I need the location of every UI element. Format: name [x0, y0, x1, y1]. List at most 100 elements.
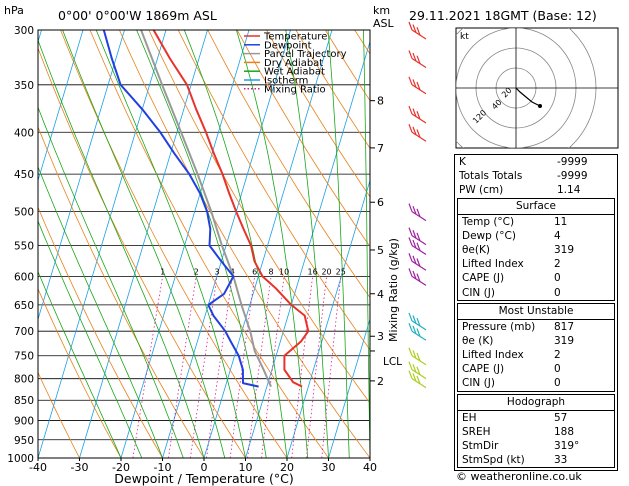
wind-barb — [408, 76, 427, 95]
wind-barb — [408, 322, 427, 341]
mixing-ratio-line — [206, 276, 233, 458]
surface-value: 319 — [554, 243, 575, 256]
wind-barb-staff — [411, 113, 427, 124]
wind-barb — [408, 237, 427, 255]
dry-adiabat-line — [89, 30, 329, 458]
surface-label: CIN (J) — [462, 286, 495, 299]
wind-barb-flag — [412, 239, 417, 249]
pressure-tick-label: 900 — [14, 416, 34, 428]
surface-value: 0 — [554, 286, 561, 299]
most-unstable-row: CAPE (J) 0 — [458, 362, 614, 376]
surface-title: Surface — [458, 199, 614, 215]
dry-adiabat-line — [119, 30, 370, 458]
mixing-ratio-line — [247, 276, 272, 458]
dry-adiabat-line — [38, 288, 122, 458]
wind-barb-flag — [416, 129, 421, 138]
wind-barb-flag — [408, 105, 413, 115]
surface-row: Lifted Index 2 — [458, 257, 614, 271]
hodograph-section: Hodograph EH 57 SREH 188 StmDir 319° StmSpd (k… — [457, 393, 615, 469]
wind-barb-flag — [416, 317, 421, 327]
index-value: -9999 — [557, 170, 588, 183]
datetime-title: 29.11.2021 18GMT (Base: 12) — [409, 8, 597, 23]
wind-barb — [408, 370, 427, 389]
hodograph-table-title: Hodograph — [458, 395, 614, 411]
hodograph-stat-label: StmDir — [462, 440, 499, 452]
isotherm-line — [79, 30, 208, 458]
wet-adiabat-line — [136, 30, 267, 458]
wind-barb — [408, 50, 427, 68]
hodograph-stat-row: StmSpd (kt) 33 — [458, 453, 614, 467]
wind-barb — [408, 312, 427, 331]
index-row: PW (cm) 1.14 — [455, 183, 617, 197]
wind-barb — [408, 105, 427, 124]
axes: 3003504004505005506006507007508008509009… — [7, 25, 402, 474]
pressure-tick-label: 800 — [14, 374, 34, 386]
wind-barb-flag — [408, 361, 413, 370]
most-unstable-label: CAPE (J) — [462, 363, 505, 376]
wind-barb-flag — [412, 205, 417, 215]
index-value: 1.14 — [557, 184, 581, 197]
wind-barb-flag — [408, 268, 413, 277]
pressure-tick-label: 750 — [14, 351, 34, 363]
hodograph-stat-value: 33 — [554, 454, 568, 467]
wind-barb-flag — [408, 124, 413, 133]
wind-barb-staff — [411, 378, 427, 389]
wind-barb-flag — [416, 232, 421, 242]
mixing-ratio-line — [321, 276, 342, 458]
wind-barb-flag — [416, 242, 421, 251]
dry-adiabat-line — [38, 125, 205, 458]
surface-row: Dewp (°C) 4 — [458, 229, 614, 243]
index-row: Totals Totals -9999 — [455, 169, 617, 183]
x-tick-label: -20 — [112, 461, 130, 474]
wind-barb-flag — [408, 253, 413, 262]
wind-barb — [408, 203, 427, 222]
isotherm-line — [286, 179, 370, 458]
legend-label: Wet Adiabat — [264, 67, 325, 78]
altitude-tick-label: 4 — [377, 288, 384, 301]
wind-barb-flag — [408, 21, 413, 31]
isotherm-line — [328, 317, 370, 458]
surface-label: Dewp (°C) — [462, 229, 516, 242]
altitude-tick-label: 3 — [377, 330, 384, 343]
wind-barb-flag — [412, 270, 417, 280]
index-value: -9999 — [557, 156, 588, 168]
hodograph-trace — [515, 87, 541, 107]
wind-barb-flag — [412, 373, 417, 382]
wet-adiabat-line — [363, 30, 370, 458]
most-unstable-label: CIN (J) — [462, 377, 495, 390]
surface-row: CAPE (J) 0 — [458, 271, 614, 285]
x-tick-label: 10 — [239, 461, 253, 474]
wind-barb-flag — [408, 76, 413, 86]
mixing-ratio-line — [261, 276, 285, 458]
dry-adiabat-line — [266, 30, 370, 198]
wind-barb-flag — [408, 347, 413, 356]
dry-adiabat-line — [295, 30, 370, 149]
hodograph-stat-label: EH — [462, 411, 477, 424]
pressure-tick-label: 600 — [14, 271, 34, 283]
wind-barb-flag — [412, 52, 417, 62]
surface-label: CAPE (J) — [462, 272, 505, 285]
wind-barb — [408, 347, 427, 366]
wind-barb-staff — [411, 330, 427, 341]
mixing-ratio-label: 1 — [160, 267, 165, 276]
hodograph-stat-label: StmSpd (kt) — [462, 454, 525, 467]
surface-section: Surface Temp (°C) 11 Dewp (°C) 4 θe(K) 319 Lif… — [457, 197, 615, 301]
wind-barb-flag — [412, 24, 417, 33]
wind-barb-flag — [408, 227, 413, 236]
wind-barb-staff — [411, 355, 427, 366]
x-tick-label: 40 — [363, 461, 377, 474]
hodograph-unit: kt — [460, 32, 469, 42]
x-axis-label: Dewpoint / Temperature (°C) — [114, 471, 293, 486]
wind-barb — [408, 253, 427, 271]
wind-barb-flag — [408, 322, 413, 332]
wind-barb-staff — [411, 29, 427, 40]
dry-adiabat-line — [38, 46, 246, 458]
hodograph-stat-label: SREH — [462, 425, 491, 438]
mixing-ratio-label: 6 — [252, 267, 257, 276]
wind-barb-flag — [412, 230, 417, 239]
surface-label: θe(K) — [462, 243, 490, 256]
mixing-ratio-label: 3 — [214, 267, 219, 276]
wind-barb-staff — [411, 369, 427, 380]
mixing-ratio-label: 25 — [336, 267, 346, 276]
